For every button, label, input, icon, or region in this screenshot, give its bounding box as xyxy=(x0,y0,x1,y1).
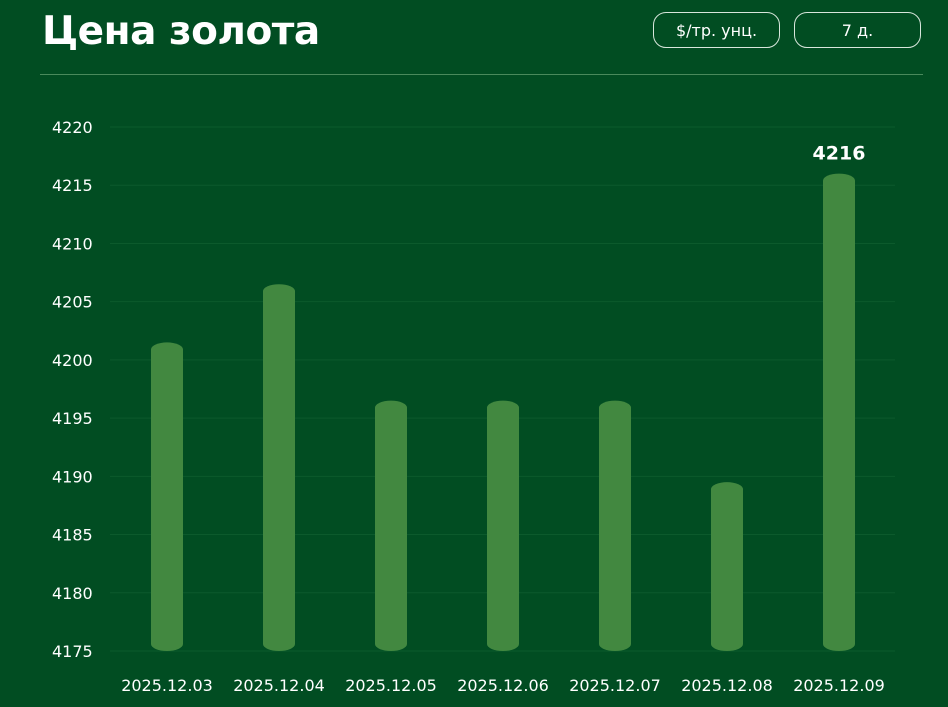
y-tick-label: 4185 xyxy=(52,526,93,545)
header-divider xyxy=(40,74,923,75)
bar-2025.12.08[interactable] xyxy=(711,482,743,651)
x-tick-label: 2025.12.07 xyxy=(569,676,661,695)
x-tick-label: 2025.12.06 xyxy=(457,676,549,695)
bar-2025.12.06[interactable] xyxy=(487,400,519,651)
bar-2025.12.07[interactable] xyxy=(599,400,631,651)
bar-2025.12.05[interactable] xyxy=(375,400,407,651)
x-tick-label: 2025.12.08 xyxy=(681,676,773,695)
y-tick-label: 4215 xyxy=(52,176,93,195)
y-tick-label: 4205 xyxy=(52,293,93,312)
x-tick-label: 2025.12.09 xyxy=(793,676,885,695)
range-selector-button[interactable]: 7 д. xyxy=(794,12,921,48)
y-tick-label: 4200 xyxy=(52,351,93,370)
x-tick-label: 2025.12.03 xyxy=(121,676,213,695)
page-title: Цена золота xyxy=(42,9,320,54)
y-tick-label: 4195 xyxy=(52,409,93,428)
x-tick-label: 2025.12.04 xyxy=(233,676,325,695)
y-tick-label: 4220 xyxy=(52,118,93,137)
y-tick-label: 4190 xyxy=(52,467,93,486)
bar-value-label: 4216 xyxy=(813,143,866,165)
y-tick-label: 4210 xyxy=(52,234,93,253)
y-tick-label: 4175 xyxy=(52,642,93,661)
bar-2025.12.03[interactable] xyxy=(151,342,183,651)
unit-selector-button[interactable]: $/тр. унц. xyxy=(653,12,780,48)
bar-2025.12.04[interactable] xyxy=(263,284,295,651)
bar-2025.12.09[interactable] xyxy=(823,173,855,652)
y-tick-label: 4180 xyxy=(52,584,93,603)
x-tick-label: 2025.12.05 xyxy=(345,676,437,695)
